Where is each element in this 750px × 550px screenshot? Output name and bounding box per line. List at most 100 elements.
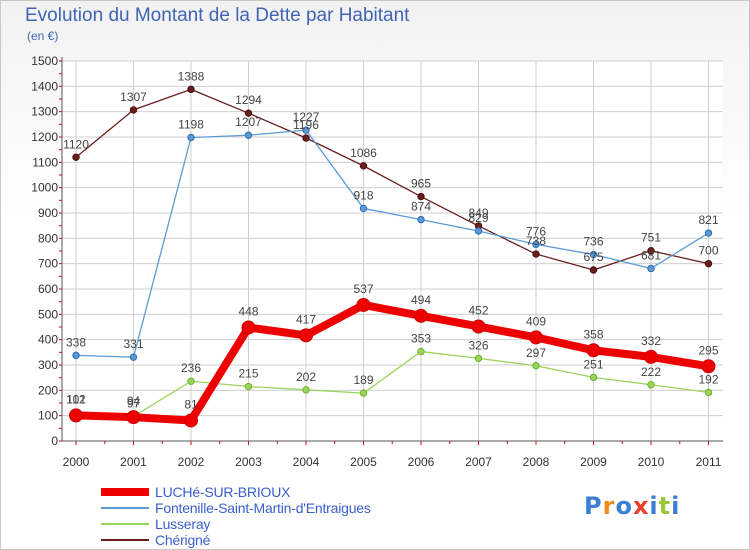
data-label: 675	[583, 250, 603, 264]
legend-swatch	[101, 488, 149, 496]
data-label: 236	[181, 361, 201, 375]
data-point	[529, 330, 543, 345]
data-label: 1198	[178, 118, 204, 132]
data-label: 192	[698, 372, 718, 386]
data-point	[647, 381, 655, 389]
data-label: 202	[296, 370, 316, 384]
y-tick-label: 600	[38, 282, 58, 296]
series-line	[75, 88, 710, 271]
x-tick-label: 2006	[408, 455, 435, 469]
data-point	[701, 359, 716, 374]
data-point	[647, 247, 655, 255]
data-label: 81	[184, 397, 198, 411]
data-label: 681	[641, 248, 661, 262]
data-label: 874	[411, 200, 431, 214]
data-point	[302, 386, 310, 394]
data-label: 297	[526, 346, 546, 360]
y-tick-label: 0	[51, 434, 58, 448]
data-point	[704, 259, 713, 268]
data-label: 326	[468, 338, 488, 352]
y-tick-label: 300	[38, 358, 58, 372]
proxiti-logo: Proxiti	[584, 492, 680, 520]
x-tick-label: 2010	[638, 455, 665, 469]
data-point	[187, 133, 195, 142]
data-label: 448	[238, 305, 258, 319]
data-label: 353	[411, 332, 431, 346]
data-label: 751	[641, 231, 661, 245]
legend-label: Lusseray	[155, 516, 211, 532]
data-point	[187, 85, 195, 94]
data-label: 965	[411, 177, 431, 191]
data-point	[471, 319, 486, 334]
series-line	[75, 350, 710, 418]
data-label: 537	[353, 282, 373, 296]
x-tick-label: 2008	[523, 455, 550, 469]
legend-label: Chérigné	[155, 532, 211, 548]
data-point	[244, 131, 253, 139]
legend-label: Fontenille-Saint-Martin-d'Entraigues	[155, 500, 371, 516]
logo-letter: o	[615, 492, 633, 520]
logo-letter: t	[658, 492, 672, 520]
legend-swatch	[101, 507, 149, 509]
data-label: 849	[468, 206, 488, 220]
data-label: 1227	[293, 110, 320, 124]
y-tick-label: 400	[38, 333, 58, 347]
data-label: 338	[66, 335, 86, 349]
data-label: 1294	[235, 93, 262, 107]
data-point	[704, 388, 713, 397]
x-tick-label: 2009	[580, 455, 607, 469]
y-tick-label: 1500	[31, 54, 58, 68]
data-label: 332	[641, 334, 661, 348]
data-label: 918	[353, 188, 373, 202]
data-label: 1388	[178, 69, 205, 83]
data-point	[474, 354, 483, 363]
data-point	[359, 162, 368, 170]
data-point	[69, 408, 83, 423]
data-label: 1307	[120, 90, 147, 104]
data-label: 738	[526, 234, 546, 248]
x-tick-label: 2001	[120, 455, 147, 469]
legend-label: LUCHé-SUR-BRIOUX	[155, 484, 291, 500]
data-point	[589, 266, 598, 274]
data-point	[244, 109, 253, 117]
series-line	[75, 129, 710, 358]
logo-letter: i	[649, 492, 659, 520]
data-label: 1207	[235, 115, 262, 129]
logo-letter: r	[602, 492, 616, 520]
data-point	[589, 250, 598, 259]
y-tick-label: 800	[38, 231, 58, 245]
data-point	[356, 297, 371, 312]
logo-letter: x	[632, 492, 650, 520]
data-point	[241, 320, 256, 335]
data-point	[704, 229, 713, 237]
x-tick-label: 2005	[350, 455, 377, 469]
data-point	[359, 204, 368, 213]
data-label: 1196	[293, 118, 319, 132]
series-line	[72, 300, 713, 425]
y-tick-label: 900	[38, 206, 58, 220]
legend-swatch	[101, 539, 149, 541]
data-label: 358	[583, 327, 603, 341]
data-point	[244, 382, 253, 391]
y-tick-label: 1400	[31, 79, 58, 93]
data-point	[589, 373, 598, 382]
data-label: 829	[468, 211, 488, 225]
data-label: 821	[698, 213, 718, 227]
data-point	[532, 240, 540, 249]
y-tick-label: 100	[38, 409, 58, 423]
x-tick-label: 2004	[293, 455, 320, 469]
data-point	[532, 250, 540, 258]
data-label: 295	[698, 343, 718, 357]
data-point	[474, 227, 483, 235]
data-point	[417, 192, 425, 201]
legend-swatch	[101, 523, 149, 525]
data-label: 251	[583, 357, 603, 371]
data-label: 222	[641, 365, 661, 379]
data-label: 452	[468, 303, 488, 317]
data-point	[72, 153, 80, 161]
data-point	[302, 134, 310, 142]
y-tick-label: 1000	[31, 181, 58, 195]
data-label: 331	[123, 337, 143, 351]
